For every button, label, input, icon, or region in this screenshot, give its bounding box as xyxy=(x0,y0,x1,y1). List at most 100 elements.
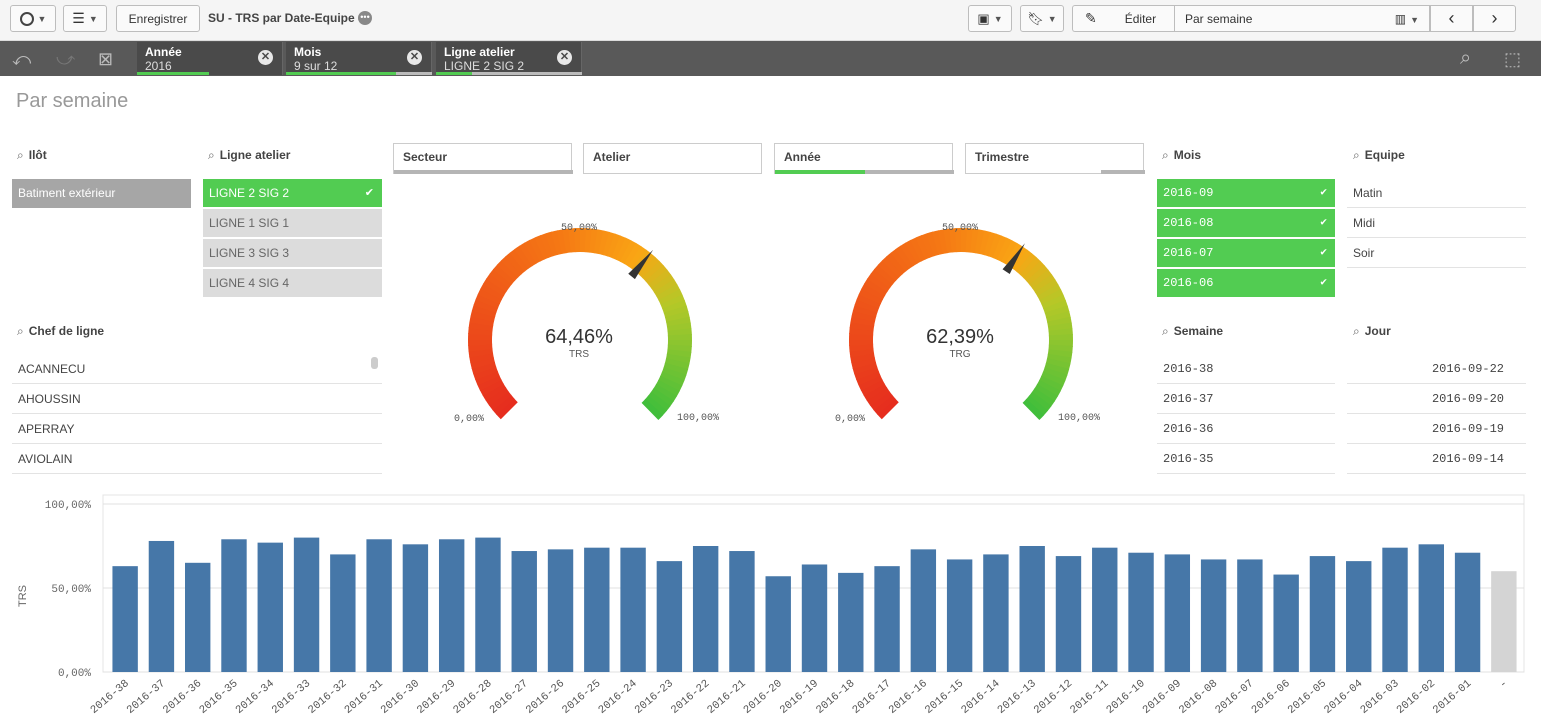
save-button[interactable]: Enregistrer xyxy=(116,5,200,32)
search-icon[interactable]: ⌕ xyxy=(1460,47,1472,69)
sheet-selector[interactable]: Par semaine ▥ ▼ xyxy=(1174,5,1430,32)
filter-title-ilot[interactable]: ⌕ Ilôt xyxy=(17,148,47,163)
bar[interactable] xyxy=(366,539,392,672)
list-item[interactable]: Batiment extérieur xyxy=(12,179,191,208)
list-item[interactable]: LIGNE 4 SIG 4 xyxy=(203,269,382,298)
list-item[interactable]: 2016-06 ✔ xyxy=(1157,269,1335,298)
list-item[interactable]: 2016-09-22 xyxy=(1347,355,1526,384)
list-item[interactable]: 2016-08 ✔ xyxy=(1157,209,1335,238)
bar[interactable] xyxy=(1454,552,1481,672)
bar[interactable] xyxy=(438,539,465,672)
clear-selection-icon[interactable]: ✕ xyxy=(258,50,273,65)
bar[interactable] xyxy=(1164,554,1191,672)
list-item[interactable]: Soir xyxy=(1347,239,1526,268)
gauge-arc-segment xyxy=(856,370,881,386)
list-item[interactable]: Midi xyxy=(1347,209,1526,238)
bar[interactable] xyxy=(729,551,755,672)
filter-title-jour[interactable]: ⌕ Jour xyxy=(1353,324,1391,339)
step-forward-icon[interactable]: ⤻ xyxy=(56,49,76,69)
list-item[interactable]: 2016-07 ✔ xyxy=(1157,239,1335,268)
list-item[interactable]: 2016-38 xyxy=(1157,355,1335,384)
list-item[interactable]: 2016-09 ✔ xyxy=(1157,179,1335,208)
list-item[interactable]: 2016-37 xyxy=(1157,385,1335,414)
next-sheet-button[interactable]: › xyxy=(1473,5,1516,32)
bar[interactable] xyxy=(584,547,610,672)
bar[interactable] xyxy=(983,554,1009,672)
filter-title-semaine[interactable]: ⌕ Semaine xyxy=(1162,324,1223,339)
bar[interactable] xyxy=(1128,552,1154,672)
scrollbar-thumb[interactable] xyxy=(371,357,378,369)
clear-selection-icon[interactable]: ✕ xyxy=(557,50,572,65)
list-item[interactable]: Matin xyxy=(1347,179,1526,208)
list-item[interactable]: AVIOLAIN xyxy=(12,445,382,474)
list-item[interactable]: ACANNECU xyxy=(12,355,382,384)
list-item[interactable]: 2016-09-20 xyxy=(1347,385,1526,414)
filter-title-mois[interactable]: ⌕ Mois xyxy=(1162,148,1201,163)
menu-button[interactable]: ☰ ▼ xyxy=(63,5,107,32)
presentation-button[interactable]: ▣ ▼ xyxy=(968,5,1012,32)
filter-title-chef-de-ligne[interactable]: ⌕ Chef de ligne xyxy=(17,324,104,339)
bar[interactable] xyxy=(547,549,574,672)
list-item[interactable]: 2016-36 xyxy=(1157,415,1335,444)
bar[interactable] xyxy=(1418,544,1444,672)
bar[interactable] xyxy=(112,566,138,672)
bar[interactable] xyxy=(221,539,247,672)
bar[interactable] xyxy=(1092,547,1118,672)
bar[interactable] xyxy=(185,562,211,672)
list-item[interactable]: LIGNE 2 SIG 2 ✔ xyxy=(203,179,382,208)
list-item[interactable]: LIGNE 1 SIG 1 xyxy=(203,209,382,238)
bookmark-button[interactable]: 🔖︎ ▼ xyxy=(1020,5,1064,32)
filter-dropdown-trimestre[interactable]: Trimestre xyxy=(965,143,1145,174)
bar[interactable] xyxy=(1491,571,1517,672)
filter-title-ligne-atelier[interactable]: ⌕ Ligne atelier xyxy=(208,148,290,163)
bar[interactable] xyxy=(656,561,683,672)
bar[interactable] xyxy=(910,549,937,672)
selection-chip-annee[interactable]: Année 2016 ✕ xyxy=(137,42,283,75)
selection-tool-icon[interactable]: ⬚ xyxy=(1504,49,1522,69)
bar[interactable] xyxy=(946,559,973,672)
bar[interactable] xyxy=(475,537,501,672)
gauge-arc-segment xyxy=(861,282,886,301)
bar[interactable] xyxy=(1346,561,1372,672)
bar[interactable] xyxy=(330,554,356,672)
bar[interactable] xyxy=(148,540,175,672)
list-item[interactable]: APERRAY xyxy=(12,415,382,444)
bar[interactable] xyxy=(765,576,791,672)
bar[interactable] xyxy=(1237,559,1263,672)
bar[interactable] xyxy=(620,547,646,672)
bar[interactable] xyxy=(293,537,320,672)
list-item[interactable]: AHOUSSIN xyxy=(12,385,382,414)
selection-chip-ligne-atelier[interactable]: Ligne atelier LIGNE 2 SIG 2 ✕ xyxy=(436,42,582,75)
gauge-arc-segment xyxy=(905,239,922,264)
bar[interactable] xyxy=(1382,547,1408,672)
clear-all-selections-icon[interactable]: ⊠ xyxy=(98,49,114,69)
more-options-icon[interactable]: ••• xyxy=(358,11,372,25)
navigation-button[interactable]: ▼ xyxy=(10,5,56,32)
step-back-icon[interactable]: ⤺ xyxy=(12,49,32,69)
x-tick-label: 2016-13 xyxy=(996,678,1039,717)
bar[interactable] xyxy=(801,564,828,672)
bar[interactable] xyxy=(1019,546,1045,672)
bar[interactable] xyxy=(838,572,864,672)
bar[interactable] xyxy=(1200,559,1227,672)
list-item[interactable]: LIGNE 3 SIG 3 xyxy=(203,239,382,268)
bar[interactable] xyxy=(402,544,429,672)
bar[interactable] xyxy=(1309,556,1336,672)
filter-dropdown-secteur[interactable]: Secteur xyxy=(393,143,573,174)
bar[interactable] xyxy=(511,551,537,672)
clear-selection-icon[interactable]: ✕ xyxy=(407,50,422,65)
filter-title-equipe[interactable]: ⌕ Equipe xyxy=(1353,148,1405,163)
selection-chip-mois[interactable]: Mois 9 sur 12 ✕ xyxy=(286,42,432,75)
bar[interactable] xyxy=(692,546,719,672)
bar[interactable] xyxy=(1055,556,1082,672)
filter-dropdown-annee[interactable]: Année xyxy=(774,143,954,174)
list-item[interactable]: 2016-35 xyxy=(1157,445,1335,474)
edit-button[interactable]: ✎ Éditer xyxy=(1072,5,1174,32)
list-item[interactable]: 2016-09-14 xyxy=(1347,445,1526,474)
filter-dropdown-atelier[interactable]: Atelier xyxy=(583,143,762,174)
bar[interactable] xyxy=(874,566,900,672)
bar[interactable] xyxy=(257,542,283,672)
list-item[interactable]: 2016-09-19 xyxy=(1347,415,1526,444)
bar[interactable] xyxy=(1273,574,1299,672)
previous-sheet-button[interactable]: ‹ xyxy=(1430,5,1473,32)
